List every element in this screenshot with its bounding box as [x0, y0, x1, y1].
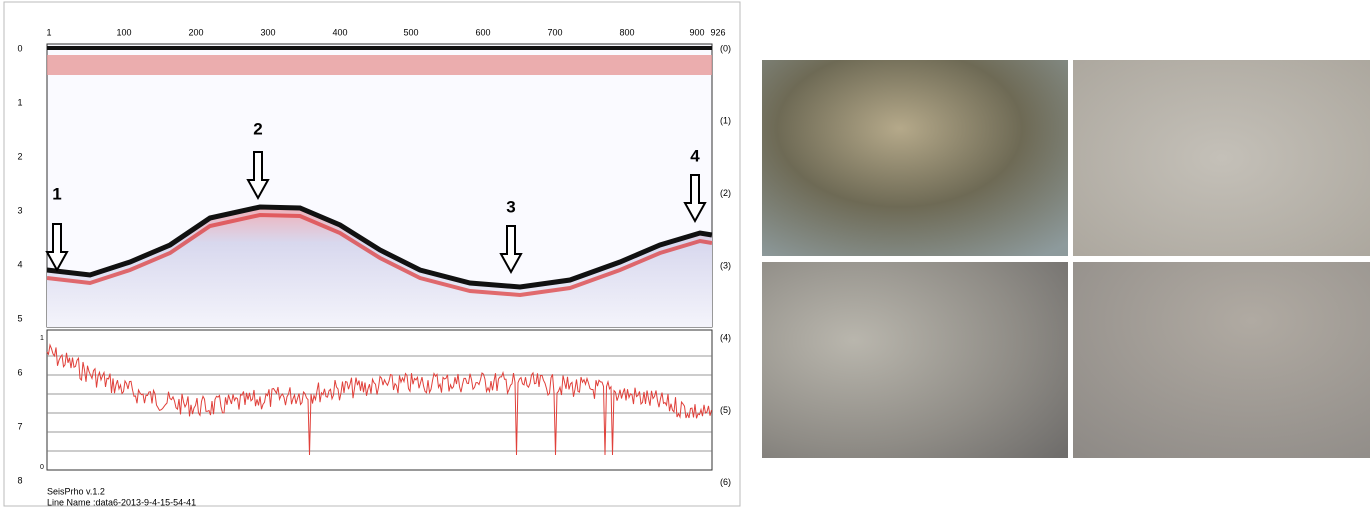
depth-label: 0 [17, 43, 22, 53]
top-axis-label: 926 [710, 27, 725, 37]
seabed-photo [1073, 262, 1370, 458]
trace-axis-label: 1 [40, 335, 44, 342]
top-axis-label: 500 [403, 27, 418, 37]
time-label: (1) [720, 116, 731, 126]
surface-band [47, 55, 712, 75]
top-axis-label: 100 [116, 27, 131, 37]
time-label: (0) [720, 43, 731, 53]
time-label: (2) [720, 188, 731, 198]
top-axis-label: 400 [332, 27, 347, 37]
depth-label: 3 [17, 205, 22, 215]
top-axis-label: 800 [619, 27, 634, 37]
figure: SeisPrho v.1.2 Line Name :data6-2013-9-4… [0, 0, 1370, 508]
depth-label: 5 [17, 313, 22, 323]
seabed-photo [762, 262, 1068, 458]
depth-label: 2 [17, 151, 22, 161]
trace-axis-label: 0 [40, 464, 44, 471]
time-label: (6) [720, 477, 731, 487]
marker-label: 3 [506, 197, 515, 216]
surface-reflector [47, 46, 712, 50]
marker-label: 2 [253, 119, 262, 138]
depth-label: 7 [17, 421, 22, 431]
software-label: SeisPrho v.1.2 [47, 486, 105, 496]
depth-label: 8 [17, 475, 22, 485]
top-axis-label: 200 [188, 27, 203, 37]
marker-label: 4 [690, 146, 700, 165]
depth-label: 1 [17, 97, 22, 107]
top-axis-label: 300 [260, 27, 275, 37]
seabed-photo [1073, 60, 1370, 256]
marker-label: 1 [52, 184, 61, 203]
top-axis-label: 900 [689, 27, 704, 37]
time-label: (3) [720, 260, 731, 270]
depth-label: 4 [17, 259, 22, 269]
top-axis-label: 600 [475, 27, 490, 37]
depth-label: 6 [17, 367, 22, 377]
top-axis-label: 1 [46, 27, 51, 37]
seabed-photo [762, 60, 1068, 256]
time-label: (4) [720, 333, 731, 343]
time-label: (5) [720, 405, 731, 415]
top-axis-label: 700 [547, 27, 562, 37]
line-name: Line Name :data6-2013-9-4-15-54-41 [47, 497, 196, 507]
